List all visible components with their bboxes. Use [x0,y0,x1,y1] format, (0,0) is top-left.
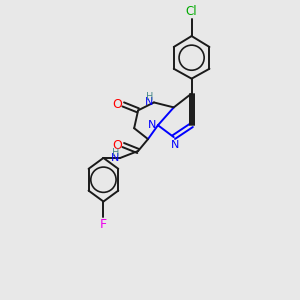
Text: H: H [112,148,119,158]
Text: N: N [148,120,156,130]
Text: F: F [100,218,107,231]
Text: N: N [171,140,179,150]
Text: Cl: Cl [186,5,197,18]
Text: N: N [145,98,153,107]
Text: O: O [112,98,122,111]
Text: H: H [146,92,153,103]
Text: N: N [111,153,119,163]
Text: O: O [112,139,122,152]
